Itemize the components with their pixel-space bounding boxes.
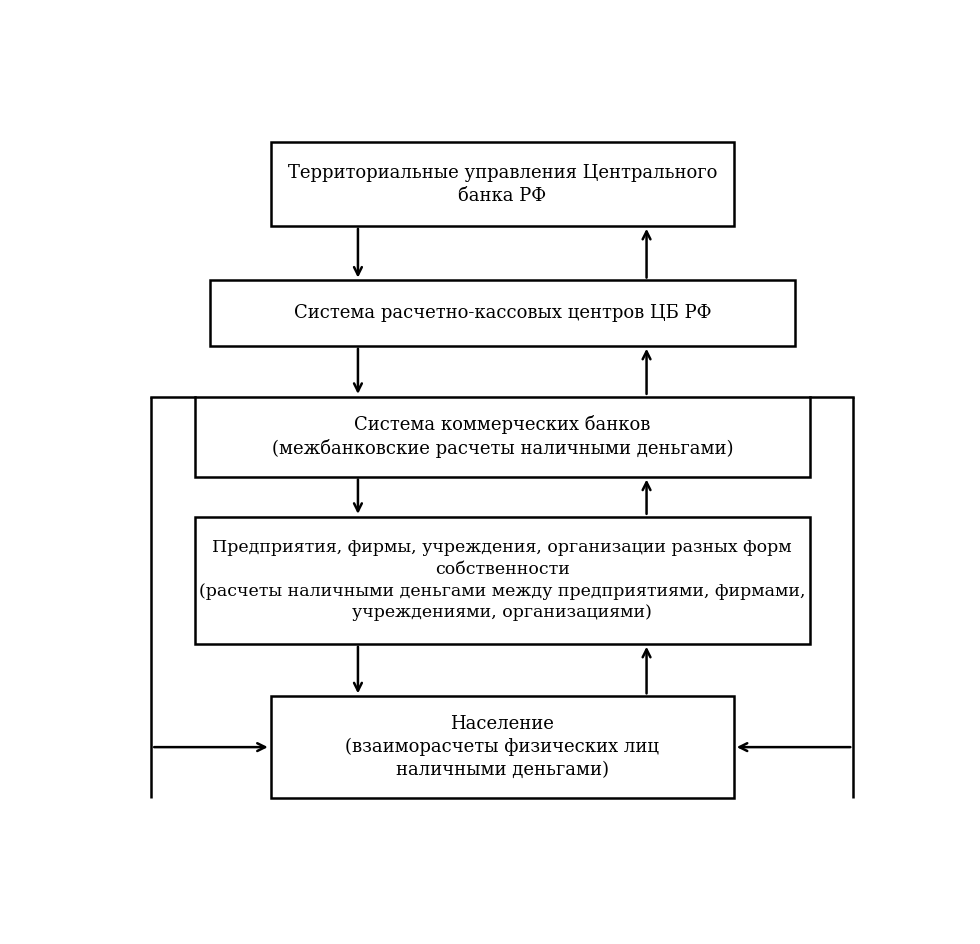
Bar bbox=[210, 280, 795, 346]
Text: Система расчетно-кассовых центров ЦБ РФ: Система расчетно-кассовых центров ЦБ РФ bbox=[293, 304, 711, 322]
Bar bbox=[195, 396, 809, 477]
Bar bbox=[270, 697, 734, 798]
Text: Население
(взаиморасчеты физических лиц
наличными деньгами): Население (взаиморасчеты физических лиц … bbox=[345, 715, 660, 779]
Text: Предприятия, фирмы, учреждения, организации разных форм
собственности
(расчеты н: Предприятия, фирмы, учреждения, организа… bbox=[199, 539, 806, 621]
Text: Система коммерческих банков
(межбанковские расчеты наличными деньгами): Система коммерческих банков (межбанковск… bbox=[271, 415, 733, 459]
Bar bbox=[195, 516, 809, 644]
Bar bbox=[270, 143, 734, 226]
Text: Территориальные управления Центрального
банка РФ: Территориальные управления Центрального … bbox=[287, 163, 717, 205]
